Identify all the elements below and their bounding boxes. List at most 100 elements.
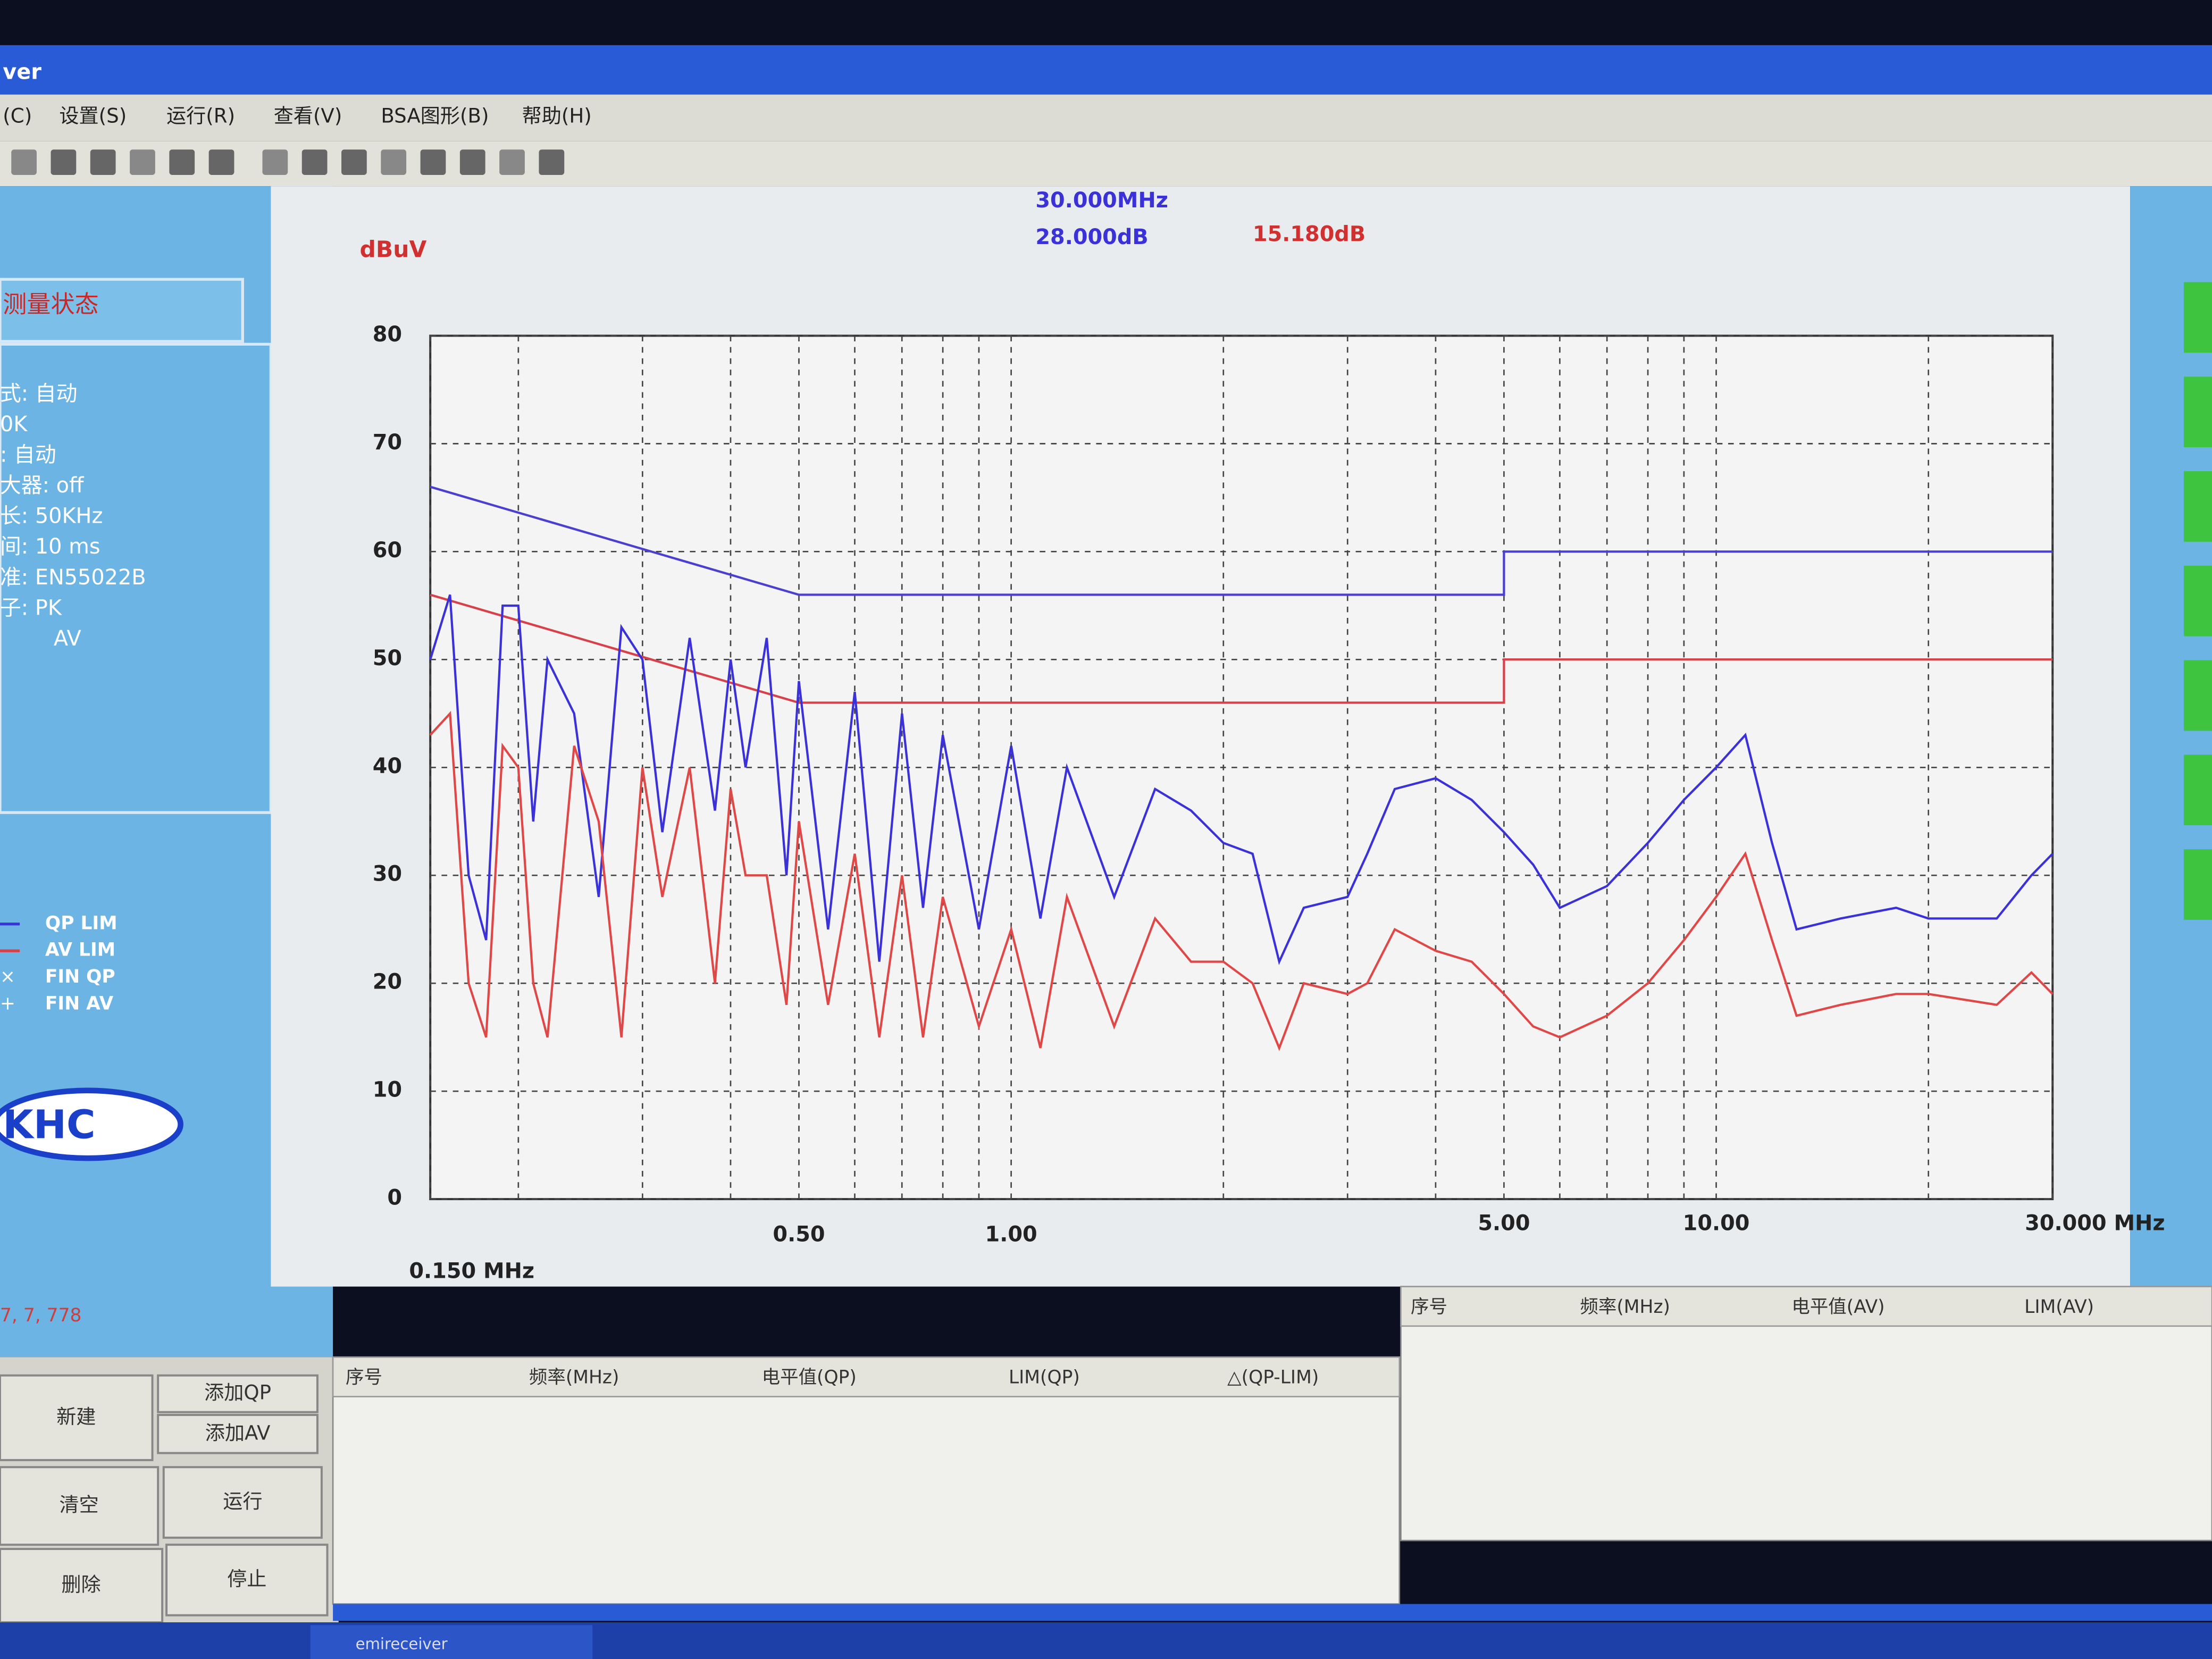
y-tick-label: 0 [387,1186,402,1210]
button[interactable] [0,1548,164,1624]
toolbar-icon [499,149,525,175]
x-tick-label: 10.00 [1683,1211,1750,1235]
button-label[interactable]: 运行 [223,1490,262,1513]
right-strip [2130,186,2212,1287]
button[interactable] [165,1544,329,1616]
x-tick-label: 1.00 [985,1222,1037,1247]
button-label[interactable]: 新建 [56,1405,96,1428]
legend-label: AV LIM [45,940,115,961]
toolbar-icon [208,149,234,175]
legend-label: FIN QP [45,966,115,987]
column-header: △(QP-LIM) [1227,1367,1319,1388]
button[interactable] [0,1466,160,1546]
toolbar-icon [262,149,288,175]
trace [429,594,2054,966]
status-line: 大器: off [0,473,85,498]
side-button[interactable] [2183,849,2212,920]
toolbar-icon [169,149,195,175]
x-tick-label: 5.00 [1478,1211,1530,1235]
status-heading: 测量状态 [3,290,98,319]
toolbar-icon [381,149,407,175]
menu-bar [0,94,2212,141]
toolbar-icon [90,149,116,175]
menu-item[interactable]: 查看(V) [274,105,342,128]
legend-label: QP LIM [45,912,118,934]
status-line: 式: 自动 [0,381,77,406]
marker-frequency: 30.000MHz [1035,188,1168,213]
marker-qp: 28.000dB [1035,225,1148,249]
column-header: 序号 [1411,1296,1447,1318]
toolbar-icon [130,149,155,175]
toolbar-icon [11,149,37,175]
menu-item[interactable]: (C) [3,105,32,128]
column-header: 频率(MHz) [529,1367,619,1388]
marker-av: 15.180dB [1253,222,1365,247]
status-line: 间: 10 ms [0,534,100,559]
side-button[interactable] [2183,565,2212,636]
taskbar-item[interactable] [310,1625,593,1659]
button-label[interactable]: 删除 [61,1573,100,1596]
menu-item[interactable]: 设置(S) [59,105,127,128]
y-tick-label: 70 [373,430,402,455]
button[interactable] [157,1414,319,1454]
logo-ring [0,1087,183,1161]
menu-item[interactable]: 帮助(H) [522,105,592,128]
column-header: LIM(AV) [2024,1296,2094,1318]
legend-symbol: × [0,966,15,987]
y-tick-label: 80 [373,322,402,347]
side-button[interactable] [2183,755,2212,826]
side-button[interactable] [2183,376,2212,448]
trace [429,710,2054,1051]
x-tick-label: 0.150 MHz [409,1259,534,1284]
column-header: LIM(QP) [1009,1367,1080,1388]
toolbar-icon [301,149,328,175]
y-tick-label: 40 [373,754,402,778]
side-button[interactable] [2183,282,2212,353]
status-line: : 自动 [0,443,56,467]
toolbar-icon [341,149,367,175]
x-tick-label: 0.50 [773,1222,825,1247]
status-line: AV [54,626,81,651]
table-qp-header [332,1356,1401,1397]
button[interactable] [0,1374,154,1461]
column-header: 电平值(AV) [1791,1296,1884,1318]
y-tick-label: 30 [373,862,402,886]
plot-area [429,334,2054,1201]
table-av-header [1400,1286,2212,1327]
y-tick-label: 20 [373,970,402,994]
column-header: 序号 [346,1367,382,1388]
status-line: 0K [0,412,28,437]
table-qp [332,1356,1401,1605]
toolbar [0,141,2212,187]
button-label[interactable]: 停止 [227,1568,266,1590]
panel-footer: 7, 7, 778 [0,1305,81,1326]
menu-item[interactable]: 运行(R) [166,105,235,128]
trace [430,485,2053,596]
column-header: 频率(MHz) [1580,1296,1670,1318]
button[interactable] [162,1466,323,1539]
button[interactable] [157,1374,319,1413]
button-label[interactable]: 添加QP [204,1381,271,1404]
side-button[interactable] [2183,660,2212,731]
title-bar [0,45,2212,95]
taskbar-label[interactable]: emireceiver [356,1635,448,1653]
button-label[interactable]: 清空 [59,1494,98,1516]
status-heading-box [0,278,244,343]
legend-label: FIN AV [45,993,114,1014]
side-button[interactable] [2183,471,2212,542]
toolbar-icon [539,149,565,175]
x-tick-label: 30.000 MHz [2025,1211,2165,1235]
logo: KHC [3,1101,95,1147]
status-line: 准: EN55022B [0,565,146,590]
status-strip [333,1604,2212,1621]
menu-item[interactable]: BSA图形(B) [381,105,489,128]
button-label[interactable]: 添加AV [205,1421,271,1444]
window-title: ver [3,60,41,84]
table-av [1400,1286,2212,1541]
status-line: 子: PK [0,596,62,620]
column-header: 电平值(QP) [762,1367,857,1388]
toolbar-icon [420,149,446,175]
y-tick-label: 50 [373,646,402,671]
